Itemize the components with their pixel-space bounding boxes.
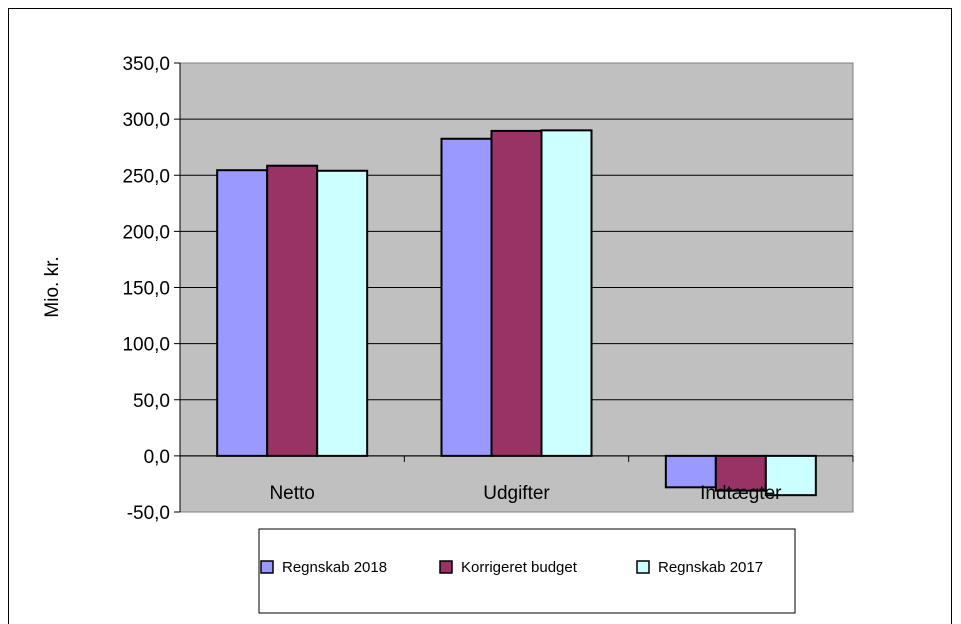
bar-netto-2 — [266, 164, 319, 457]
category-label-0: Netto — [269, 483, 314, 504]
legend-swatch-3 — [636, 560, 650, 574]
y-tick-label-8: -50,0 — [127, 503, 170, 524]
y-tick-label-6: 50,0 — [133, 391, 170, 412]
y-tick-label-2: 250,0 — [122, 166, 170, 187]
legend-label-2: Korrigeret budget — [461, 559, 578, 576]
bar-udgifter-3 — [540, 129, 593, 457]
category-label-1: Udgifter — [483, 483, 550, 504]
bar-indtægter-3 — [764, 454, 817, 497]
bar-netto-3 — [316, 169, 369, 457]
bar-netto-1 — [216, 169, 269, 457]
y-tick-label-1: 300,0 — [122, 110, 170, 131]
bar-udgifter-1 — [440, 137, 493, 457]
category-labels: Netto Udgifter Indtægter — [269, 483, 782, 504]
y-tick-label-5: 100,0 — [122, 335, 170, 356]
y-axis-title: Mio. kr. — [42, 256, 63, 317]
legend-swatch-2 — [439, 560, 453, 574]
bar-udgifter-2 — [490, 129, 543, 457]
bars — [216, 129, 817, 497]
legend-swatch-1 — [260, 560, 274, 574]
axes — [174, 62, 854, 513]
y-tick-label-7: 0,0 — [144, 447, 170, 468]
y-tick-labels: 350,0 300,0 250,0 200,0 150,0 100,0 50,0 0,0 -50… — [122, 54, 170, 524]
y-tick-label-0: 350,0 — [122, 54, 170, 75]
legend-label-1: Regnskab 2018 — [282, 559, 387, 576]
legend: Regnskab 2018 Korrigeret budget Regnskab 2… — [260, 559, 763, 576]
y-tick-label-3: 200,0 — [122, 222, 170, 243]
legend-label-3: Regnskab 2017 — [658, 559, 763, 576]
y-tick-label-4: 150,0 — [122, 279, 170, 300]
legend-box — [258, 528, 796, 614]
category-label-2: Indtægter — [700, 483, 782, 504]
